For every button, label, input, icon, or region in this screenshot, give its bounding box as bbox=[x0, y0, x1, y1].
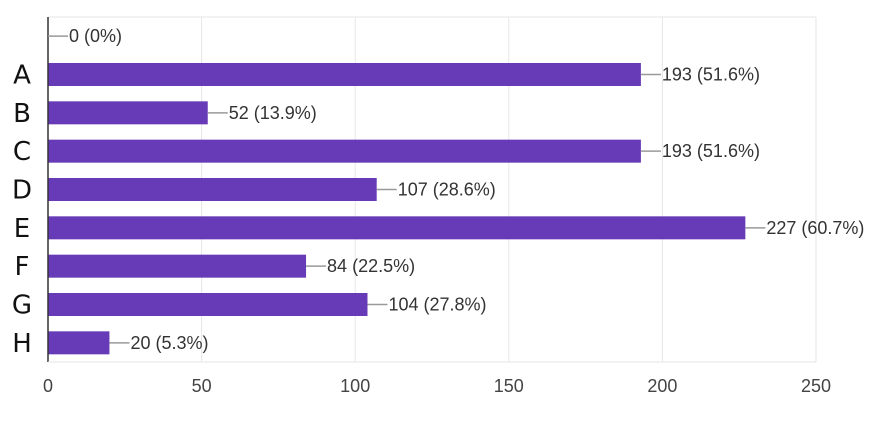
x-tick-label-250: 250 bbox=[801, 376, 831, 396]
category-label-F: F bbox=[15, 252, 30, 282]
bar-G bbox=[48, 293, 368, 316]
data-label-G: 104 (27.8%) bbox=[388, 295, 486, 315]
category-label-G: G bbox=[12, 291, 32, 321]
x-tick-labels: 0 50 100 150 200 250 bbox=[43, 376, 831, 396]
category-label-E: E bbox=[14, 214, 30, 244]
x-tick-label-0: 0 bbox=[43, 376, 53, 396]
bar-D bbox=[48, 178, 377, 201]
category-label-H: H bbox=[12, 329, 32, 359]
data-label-C: 193 (51.6%) bbox=[662, 141, 760, 161]
data-label-H: 20 (5.3%) bbox=[130, 333, 208, 353]
x-tick-label-150: 150 bbox=[494, 376, 524, 396]
category-label-B: B bbox=[13, 99, 31, 129]
axes bbox=[47, 17, 816, 363]
bar-B bbox=[48, 101, 208, 125]
x-tick-label-50: 50 bbox=[192, 376, 212, 396]
category-label-C: C bbox=[13, 137, 31, 167]
bar-F bbox=[48, 254, 307, 278]
bar-E bbox=[48, 216, 746, 240]
x-tick-label-200: 200 bbox=[647, 376, 677, 396]
data-label-F: 84 (22.5%) bbox=[327, 256, 415, 276]
x-tick-label-100: 100 bbox=[340, 376, 370, 396]
data-label-A: 193 (51.6%) bbox=[662, 65, 760, 85]
data-label-E: 227 (60.7%) bbox=[766, 218, 864, 238]
data-labels: 0 (0%) 193 (51.6%) 52 (13.9%) 193 (51.6%) 10… bbox=[48, 26, 864, 353]
bar-A bbox=[48, 63, 641, 86]
category-label-A: A bbox=[13, 61, 31, 91]
data-label-D: 107 (28.6%) bbox=[398, 180, 496, 200]
bar-C bbox=[48, 139, 641, 163]
data-label-blank: 0 (0%) bbox=[69, 26, 122, 46]
category-label-D: D bbox=[12, 176, 32, 206]
bars bbox=[48, 63, 746, 355]
data-label-B: 52 (13.9%) bbox=[229, 103, 317, 123]
bar-H bbox=[48, 331, 110, 355]
